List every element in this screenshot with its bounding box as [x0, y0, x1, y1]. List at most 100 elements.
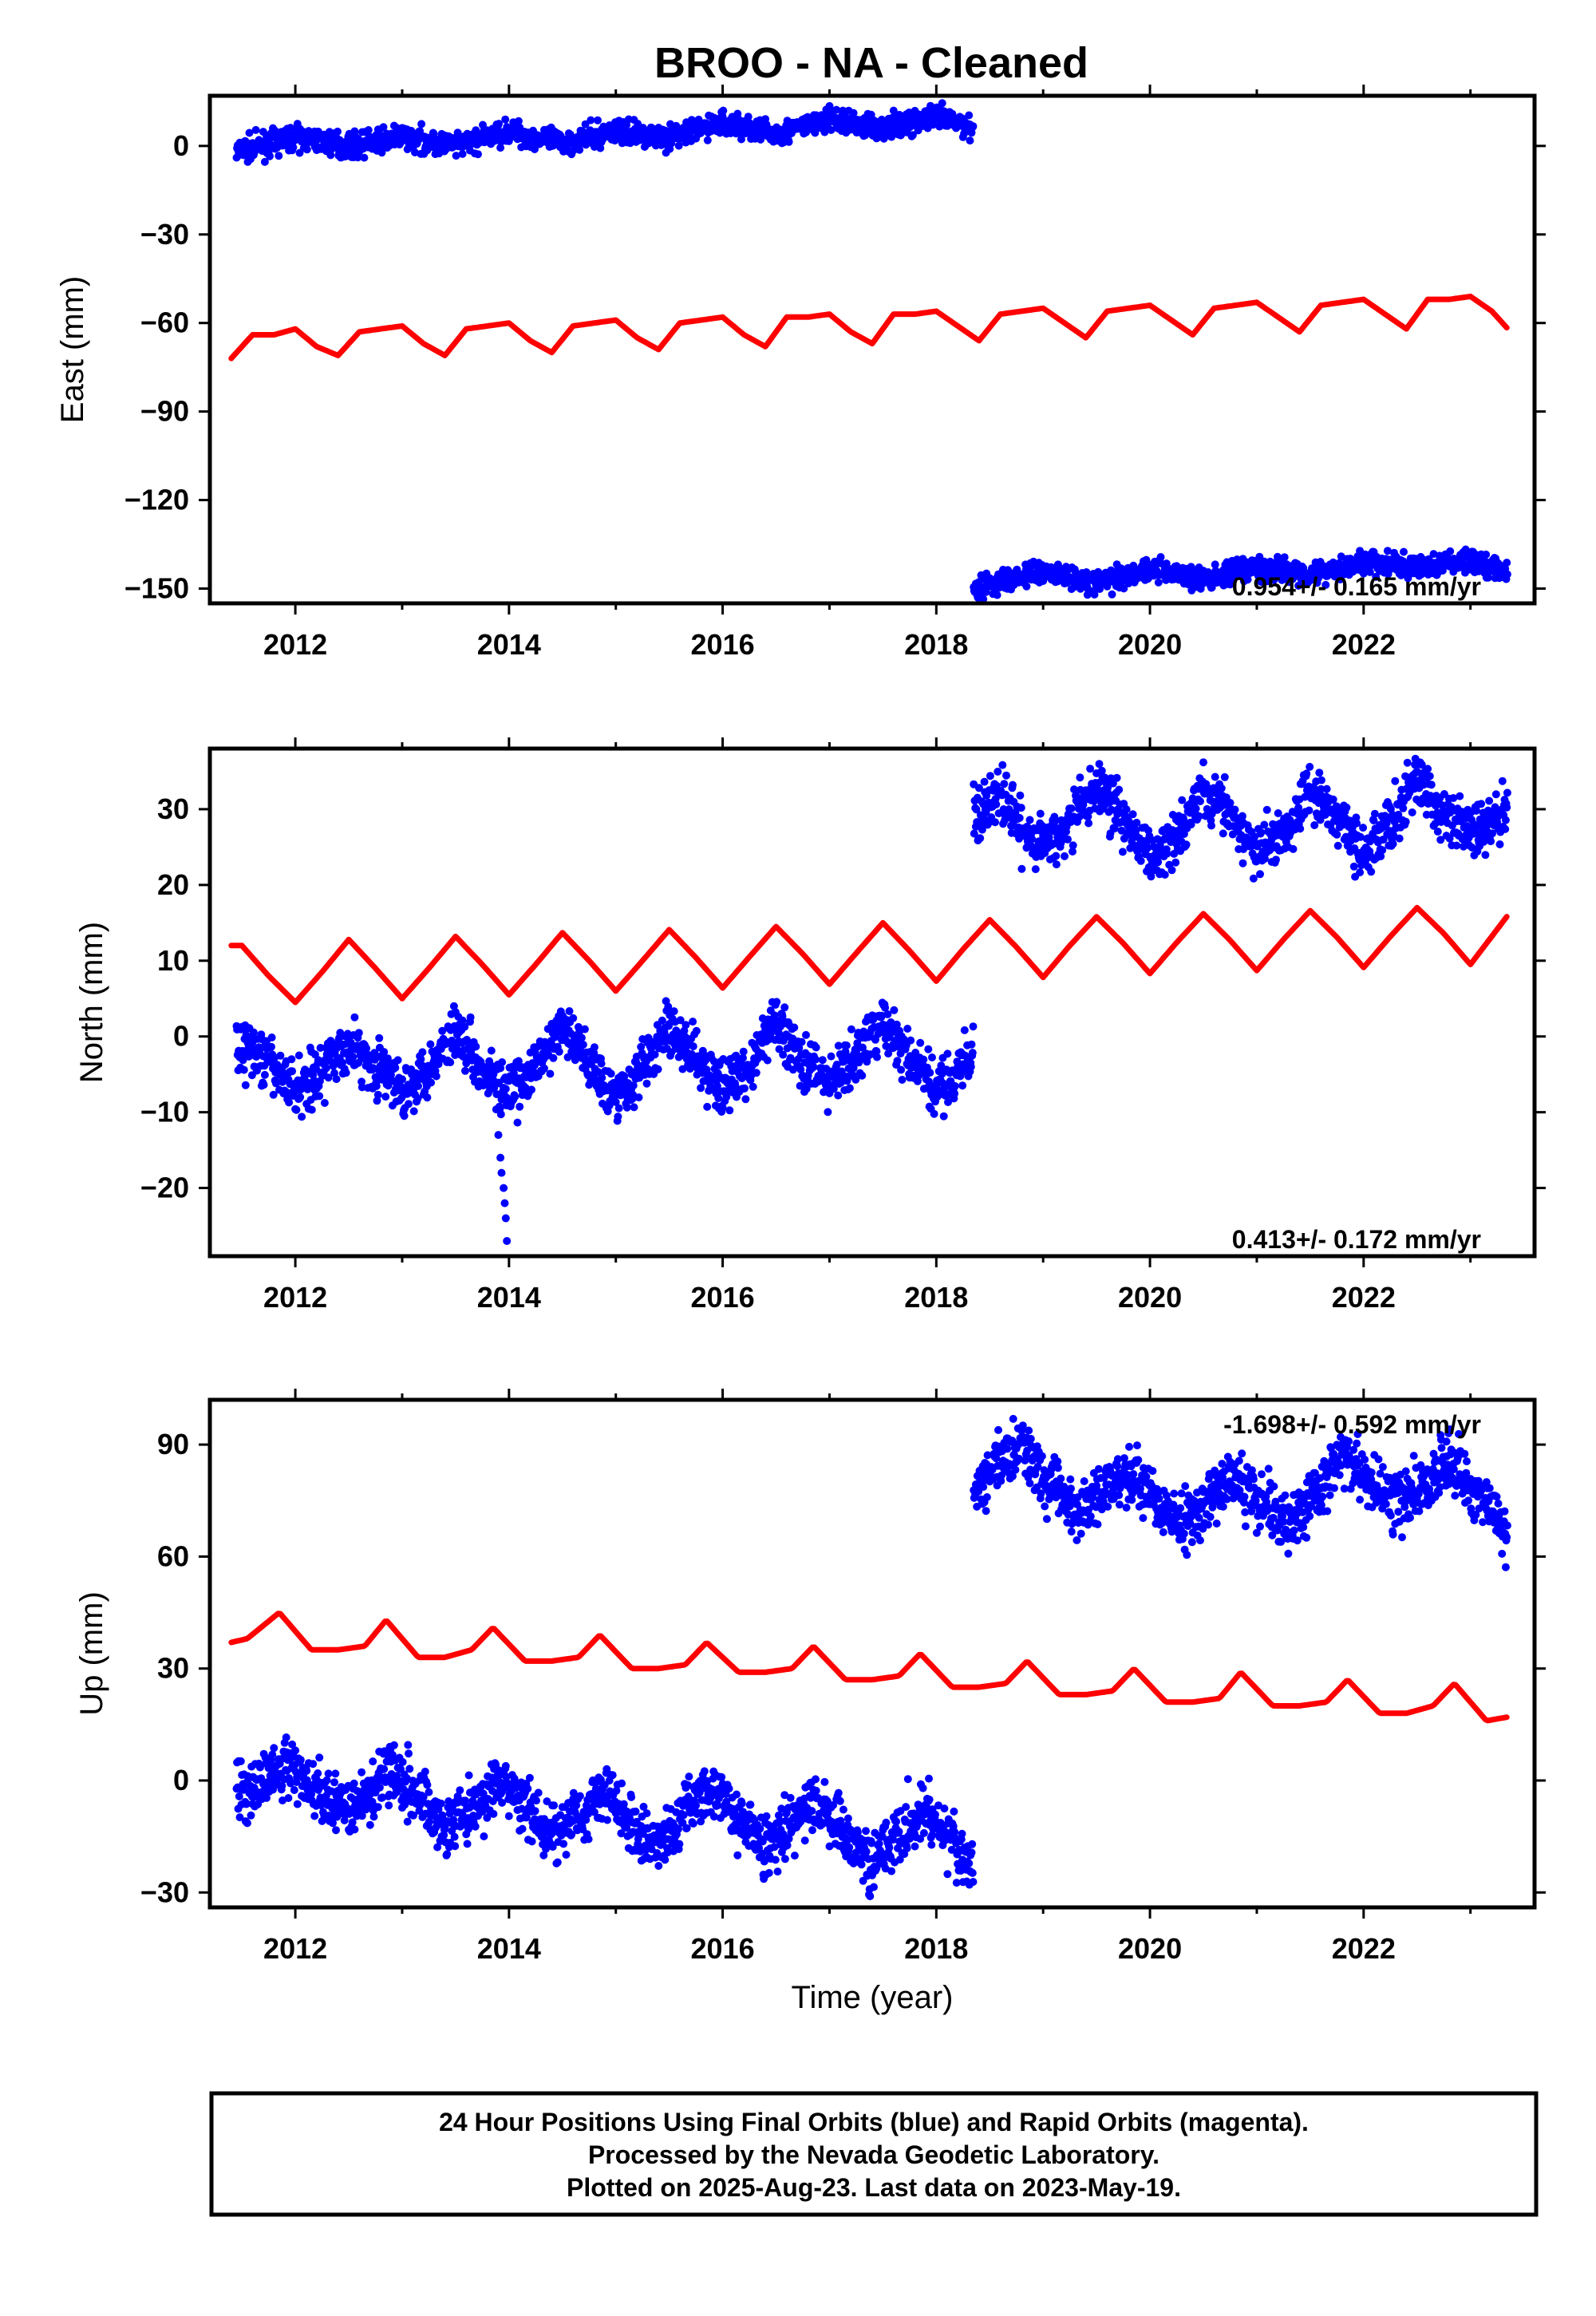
data-point	[809, 1062, 818, 1071]
data-point	[458, 149, 467, 158]
data-point	[1256, 870, 1264, 879]
data-point	[634, 1093, 643, 1102]
data-point	[926, 1069, 934, 1077]
data-point	[676, 1016, 685, 1025]
data-point	[614, 1113, 622, 1121]
data-point	[503, 1237, 512, 1245]
data-point	[851, 1075, 860, 1084]
data-point	[409, 1107, 418, 1116]
data-point	[1302, 769, 1311, 778]
data-point	[495, 120, 504, 128]
data-point	[1491, 790, 1500, 799]
data-point	[590, 1049, 598, 1057]
data-point	[943, 1049, 952, 1058]
data-point	[1501, 816, 1510, 824]
data-point	[974, 784, 983, 792]
data-point	[371, 1073, 380, 1081]
data-point	[1084, 812, 1092, 821]
data-point	[853, 1039, 862, 1048]
data-point	[1378, 846, 1387, 855]
data-point	[1365, 567, 1374, 576]
data-point	[255, 1045, 264, 1053]
data-point	[1408, 808, 1416, 816]
data-point	[991, 818, 999, 827]
data-point	[334, 127, 342, 136]
data-point	[780, 1003, 789, 1012]
data-point	[1395, 834, 1404, 843]
data-point	[307, 1105, 316, 1114]
data-point	[1353, 819, 1361, 828]
data-point	[1249, 874, 1258, 883]
data-point	[796, 1065, 805, 1074]
data-point	[1299, 563, 1308, 572]
data-point	[1086, 765, 1095, 773]
x-tick-label: 2020	[1118, 628, 1182, 661]
data-point	[377, 148, 386, 157]
data-point	[606, 1069, 615, 1078]
data-point	[1432, 801, 1440, 810]
data-point	[883, 1010, 892, 1018]
data-point	[398, 1075, 406, 1084]
data-point	[260, 157, 269, 166]
data-point	[775, 1045, 784, 1053]
data-point	[380, 1048, 389, 1057]
data-point	[276, 1051, 285, 1060]
y-tick-label: 30	[157, 792, 189, 825]
data-point	[1481, 851, 1490, 860]
data-point	[1009, 781, 1017, 789]
data-point	[650, 1050, 659, 1059]
data-point	[678, 1065, 687, 1073]
data-point	[596, 144, 605, 152]
data-point	[275, 152, 283, 160]
data-point	[1097, 766, 1106, 775]
data-point	[263, 1793, 271, 1802]
data-point	[1321, 580, 1330, 589]
data-point	[972, 805, 981, 814]
data-point	[372, 1081, 381, 1090]
data-point	[577, 1034, 586, 1042]
panel-north-ylabel: North (mm)	[74, 922, 109, 1083]
data-point	[496, 1153, 505, 1162]
data-point	[938, 99, 946, 108]
data-point	[1403, 758, 1412, 767]
data-point	[235, 1813, 244, 1822]
data-point	[1446, 547, 1455, 555]
data-point	[575, 145, 584, 154]
data-point	[1217, 784, 1226, 792]
data-point	[282, 1733, 290, 1741]
data-point	[795, 1044, 804, 1053]
data-point	[291, 1746, 300, 1755]
data-point	[590, 1043, 598, 1052]
data-point	[322, 1064, 330, 1073]
data-point	[501, 115, 510, 124]
data-point	[1015, 813, 1024, 822]
chart-title: BROO - NA - Cleaned	[654, 39, 1088, 87]
data-point	[285, 1098, 294, 1107]
data-point	[903, 1025, 912, 1033]
data-point	[812, 1043, 820, 1052]
data-point	[1061, 852, 1069, 860]
data-point	[1425, 772, 1434, 781]
data-point	[847, 1025, 855, 1034]
data-point	[898, 1076, 907, 1084]
data-point	[1070, 785, 1078, 794]
data-point	[1031, 865, 1040, 874]
data-point	[744, 113, 753, 121]
data-point	[466, 1013, 475, 1022]
data-point	[418, 1048, 427, 1057]
data-point	[594, 1068, 602, 1077]
data-point	[1503, 803, 1511, 812]
data-point	[1456, 792, 1464, 800]
data-point	[797, 1037, 806, 1046]
data-point	[1167, 866, 1176, 875]
data-point	[986, 772, 994, 781]
data-point	[417, 1055, 425, 1064]
data-point	[1367, 868, 1376, 876]
data-point	[827, 125, 836, 134]
data-point	[1369, 816, 1378, 825]
x-tick-label: 2022	[1332, 1281, 1396, 1314]
data-point	[622, 1103, 631, 1112]
y-tick-label: −120	[124, 484, 189, 516]
data-point	[458, 1016, 467, 1025]
data-point	[1107, 805, 1116, 814]
